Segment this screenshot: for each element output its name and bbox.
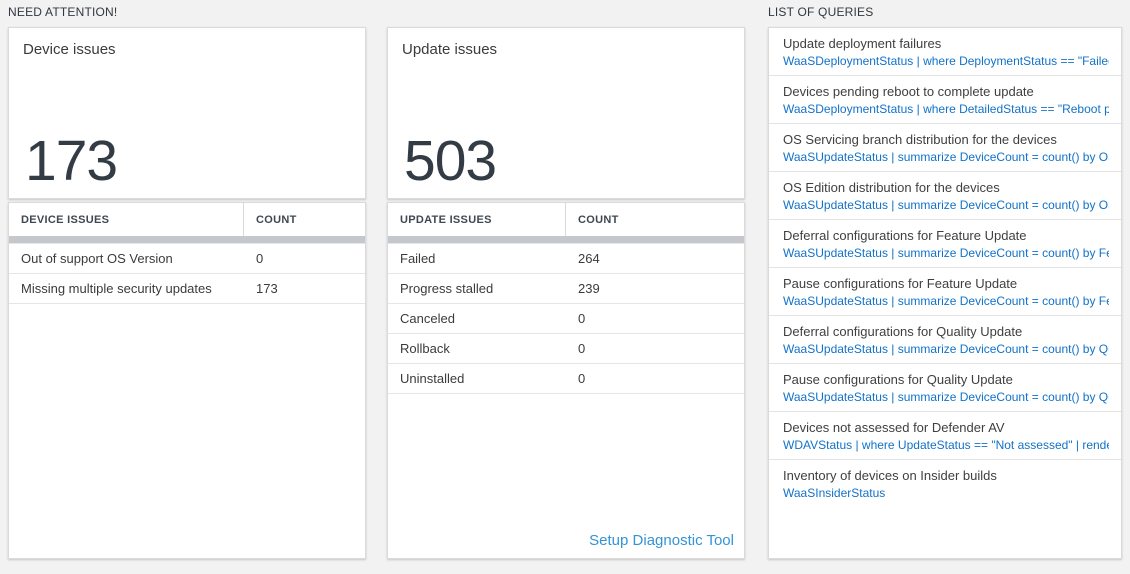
row-count: 0: [578, 341, 586, 356]
query-text: WaaSInsiderStatus: [783, 486, 886, 500]
row-label: Rollback: [400, 341, 450, 356]
update-table-header-issues: UPDATE ISSUES: [388, 203, 566, 236]
query-text: WaaSDeploymentStatus | where DetailedSta…: [783, 102, 1109, 116]
update-table-horizontal-scrollbar[interactable]: [388, 236, 744, 243]
row-count: 239: [578, 281, 600, 296]
query-item[interactable]: OS Servicing branch distribution for the…: [769, 124, 1121, 172]
row-label: Out of support OS Version: [21, 251, 173, 266]
row-label: Uninstalled: [400, 371, 465, 386]
query-item[interactable]: OS Edition distribution for the devices …: [769, 172, 1121, 220]
row-count: 0: [578, 311, 586, 326]
table-row[interactable]: Missing multiple security updates 173: [9, 274, 365, 304]
row-label: Failed: [400, 251, 436, 266]
update-table-header: UPDATE ISSUES COUNT: [388, 203, 744, 236]
device-table-header-count: COUNT: [256, 213, 297, 226]
query-text: WaaSDeploymentStatus | where DeploymentS…: [783, 54, 1109, 68]
query-title: Pause configurations for Feature Update: [783, 276, 1018, 291]
table-row[interactable]: Uninstalled 0: [388, 364, 744, 394]
row-count: 173: [256, 281, 278, 296]
query-title: Update deployment failures: [783, 36, 942, 51]
table-row[interactable]: Progress stalled 239: [388, 274, 744, 304]
table-row[interactable]: Out of support OS Version 0: [9, 244, 365, 274]
query-title: Pause configurations for Quality Update: [783, 372, 1013, 387]
query-text: WaaSUpdateStatus | summarize DeviceCount…: [783, 246, 1109, 260]
row-label: Missing multiple security updates: [21, 281, 212, 296]
device-table-header-issues: DEVICE ISSUES: [9, 203, 244, 236]
query-title: Devices pending reboot to complete updat…: [783, 84, 1034, 99]
device-issues-tile[interactable]: Device issues 173: [8, 27, 366, 199]
update-table-header-count: COUNT: [578, 213, 619, 226]
device-table-rows: Out of support OS Version 0 Missing mult…: [9, 243, 365, 304]
query-item[interactable]: Update deployment failures WaaSDeploymen…: [769, 28, 1121, 76]
row-label: Canceled: [400, 311, 455, 326]
query-item[interactable]: Deferral configurations for Quality Upda…: [769, 316, 1121, 364]
query-title: Devices not assessed for Defender AV: [783, 420, 1005, 435]
row-count: 264: [578, 251, 600, 266]
update-issues-count: 503: [404, 129, 497, 193]
row-count: 0: [256, 251, 264, 266]
query-item[interactable]: Deferral configurations for Feature Upda…: [769, 220, 1121, 268]
update-issues-table: UPDATE ISSUES COUNT Failed 264 Progress …: [387, 202, 745, 559]
query-text: WDAVStatus | where UpdateStatus == "Not …: [783, 438, 1109, 452]
query-text: WaaSUpdateStatus | summarize DeviceCount…: [783, 294, 1109, 308]
query-text: WaaSUpdateStatus | summarize DeviceCount…: [783, 390, 1109, 404]
query-item[interactable]: Pause configurations for Feature Update …: [769, 268, 1121, 316]
query-title: Inventory of devices on Insider builds: [783, 468, 997, 483]
row-label: Progress stalled: [400, 281, 494, 296]
query-title: OS Edition distribution for the devices: [783, 180, 1000, 195]
query-item[interactable]: Devices pending reboot to complete updat…: [769, 76, 1121, 124]
query-item[interactable]: Devices not assessed for Defender AV WDA…: [769, 412, 1121, 460]
query-text: WaaSUpdateStatus | summarize DeviceCount…: [783, 150, 1109, 164]
update-issues-title: Update issues: [402, 41, 498, 58]
table-row[interactable]: Failed 264: [388, 244, 744, 274]
update-issues-tile[interactable]: Update issues 503: [387, 27, 745, 199]
query-text: WaaSUpdateStatus | summarize DeviceCount…: [783, 198, 1109, 212]
query-item[interactable]: Inventory of devices on Insider builds W…: [769, 460, 1121, 507]
device-issues-title: Device issues: [23, 41, 116, 58]
device-table-header: DEVICE ISSUES COUNT: [9, 203, 365, 236]
device-issues-table: DEVICE ISSUES COUNT Out of support OS Ve…: [8, 202, 366, 559]
device-issues-count: 173: [25, 129, 118, 193]
device-table-horizontal-scrollbar[interactable]: [9, 236, 365, 243]
update-table-rows: Failed 264 Progress stalled 239 Canceled…: [388, 243, 744, 394]
list-of-queries-heading: LIST OF QUERIES: [768, 5, 874, 19]
table-row[interactable]: Rollback 0: [388, 334, 744, 364]
row-count: 0: [578, 371, 586, 386]
query-title: OS Servicing branch distribution for the…: [783, 132, 1057, 147]
list-of-queries-panel: Update deployment failures WaaSDeploymen…: [768, 27, 1122, 559]
query-title: Deferral configurations for Feature Upda…: [783, 228, 1027, 243]
need-attention-heading: NEED ATTENTION!: [8, 5, 118, 19]
setup-diagnostic-tool-link[interactable]: Setup Diagnostic Tool: [589, 532, 734, 549]
query-title: Deferral configurations for Quality Upda…: [783, 324, 1023, 339]
query-item[interactable]: Pause configurations for Quality Update …: [769, 364, 1121, 412]
table-row[interactable]: Canceled 0: [388, 304, 744, 334]
query-text: WaaSUpdateStatus | summarize DeviceCount…: [783, 342, 1109, 356]
